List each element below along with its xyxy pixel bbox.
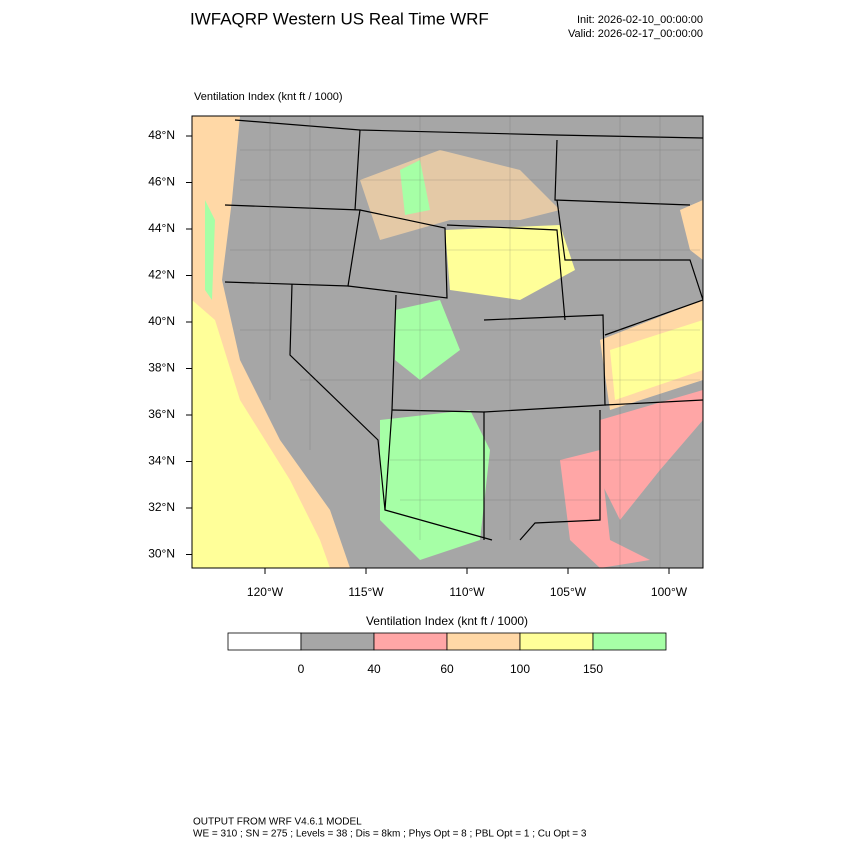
lat-label: 44°N — [148, 221, 175, 235]
colorbar-label: 150 — [583, 662, 603, 676]
colorbar-box — [300, 632, 375, 651]
colorbar-box — [373, 632, 448, 651]
colorbar-label: 60 — [440, 662, 454, 676]
lat-label: 40°N — [148, 314, 175, 328]
colorbar-label: 0 — [298, 662, 305, 676]
init-time: Init: 2026-02-10_00:00:00 — [577, 14, 703, 26]
map — [192, 116, 703, 568]
map-label: Ventilation Index (knt ft / 1000) — [194, 91, 343, 103]
lon-label: 115°W — [348, 585, 384, 599]
lat-label: 38°N — [148, 361, 175, 375]
colorbar-box — [446, 632, 521, 651]
lat-label: 36°N — [148, 407, 175, 421]
lon-label: 120°W — [247, 585, 284, 599]
footer-line: WE = 310 ; SN = 275 ; Levels = 38 ; Dis … — [193, 829, 587, 840]
lon-label: 100°W — [651, 585, 688, 599]
footer-line: OUTPUT FROM WRF V4.6.1 MODEL — [193, 817, 362, 828]
lat-label: 42°N — [148, 268, 175, 282]
lat-label: 30°N — [148, 547, 175, 561]
lat-label: 46°N — [148, 175, 175, 189]
valid-time: Valid: 2026-02-17_00:00:00 — [568, 28, 703, 40]
colorbar-label: 100 — [510, 662, 530, 676]
lat-label: 48°N — [148, 128, 175, 142]
title: IWFAQRP Western US Real Time WRF — [190, 9, 489, 28]
lon-label: 105°W — [550, 585, 587, 599]
lon-label: 110°W — [449, 585, 485, 599]
colorbar-box — [227, 632, 302, 651]
colorbar-box — [519, 632, 594, 651]
lat-label: 32°N — [148, 500, 175, 514]
lat-label: 34°N — [148, 454, 175, 468]
colorbar-box — [592, 632, 667, 651]
colorbar-label: 40 — [367, 662, 381, 676]
colorbar-title: Ventilation Index (knt ft / 1000) — [366, 614, 528, 628]
map-frame — [191, 115, 704, 569]
